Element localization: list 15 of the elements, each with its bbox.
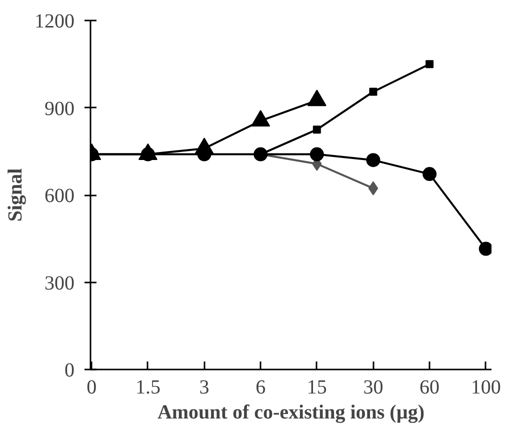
y-tick-label: 1200 (34, 10, 74, 32)
y-axis-title: Signal (4, 168, 26, 222)
x-tick-label: 30 (363, 376, 384, 398)
x-tick-label: 3 (199, 376, 210, 398)
y-tick-label: 300 (44, 272, 74, 294)
x-tick-label: 6 (256, 376, 266, 398)
x-tick-label: 100 (470, 376, 501, 398)
y-tick-label: 600 (44, 185, 74, 207)
x-tick-label: 15 (306, 376, 327, 398)
x-axis-title: Amount of co-existing ions (µg) (157, 402, 425, 424)
x-tick-label: 1.5 (135, 376, 160, 398)
y-tick-label: 900 (44, 98, 74, 120)
y-tick-label: 0 (64, 360, 74, 382)
x-tick-label: 60 (420, 376, 440, 398)
x-tick-label: 0 (86, 376, 97, 398)
